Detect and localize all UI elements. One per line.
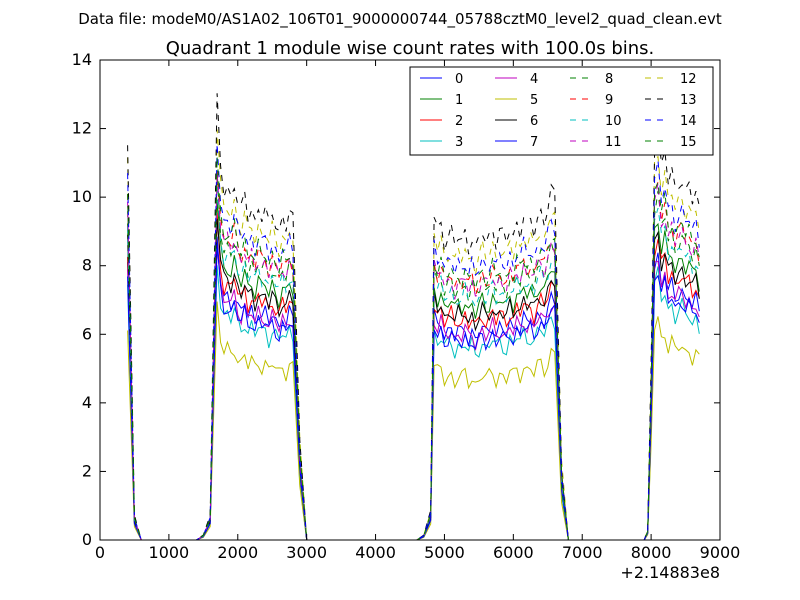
y-tick-label: 2 — [82, 461, 92, 480]
legend-label-1: 1 — [455, 93, 463, 108]
y-tick-label: 8 — [82, 256, 92, 275]
series-line-12 — [127, 129, 700, 541]
x-tick-label: 3000 — [286, 543, 327, 562]
y-tick-label: 10 — [72, 187, 92, 206]
x-tick-label: 1000 — [149, 543, 190, 562]
x-tick-label: 0 — [95, 543, 105, 562]
plot-frame — [99, 59, 721, 541]
legend-box — [409, 66, 714, 156]
legend-label-14: 14 — [680, 114, 697, 129]
legend-label-0: 0 — [455, 72, 463, 87]
y-tick-label: 12 — [72, 119, 92, 138]
legend-label-10: 10 — [605, 114, 622, 129]
legend-label-11: 11 — [605, 135, 622, 150]
x-tick-label: 7000 — [562, 543, 603, 562]
y-tick-label: 6 — [82, 324, 92, 343]
x-tick-label: 8000 — [631, 543, 672, 562]
y-tick-label: 4 — [82, 393, 92, 412]
series-line-13 — [127, 93, 700, 541]
chart-title: Quadrant 1 module wise count rates with … — [166, 38, 655, 59]
x-tick-label: 5000 — [424, 543, 465, 562]
x-offset-text: +2.14883e8 — [620, 563, 720, 582]
legend-label-9: 9 — [605, 93, 613, 108]
x-tick-label: 9000 — [700, 543, 741, 562]
legend-label-3: 3 — [455, 135, 463, 150]
x-tick-label: 4000 — [355, 543, 396, 562]
legend-label-12: 12 — [680, 72, 697, 87]
y-tick-label: 0 — [82, 530, 92, 549]
legend-label-15: 15 — [680, 135, 697, 150]
chart-suptitle: Data file: modeM0/AS1A02_106T01_90000007… — [78, 10, 722, 29]
tick-layer: 0 1000 2000 3000 4000 5000 6000 7000 8000 9000 0 2 4… — [72, 50, 741, 562]
y-tick-label: 14 — [72, 50, 92, 69]
legend-label-5: 5 — [530, 93, 538, 108]
series-line-14 — [127, 143, 700, 541]
series-line-7 — [127, 243, 700, 541]
legend-label-2: 2 — [455, 114, 463, 129]
series-layer — [127, 93, 700, 541]
legend-label-4: 4 — [530, 72, 538, 87]
legend-label-8: 8 — [605, 72, 613, 87]
x-tick-label: 6000 — [493, 543, 534, 562]
legend-label-7: 7 — [530, 135, 538, 150]
x-tick-label: 2000 — [217, 543, 258, 562]
legend-label-6: 6 — [530, 114, 538, 129]
legend-label-13: 13 — [680, 93, 697, 108]
